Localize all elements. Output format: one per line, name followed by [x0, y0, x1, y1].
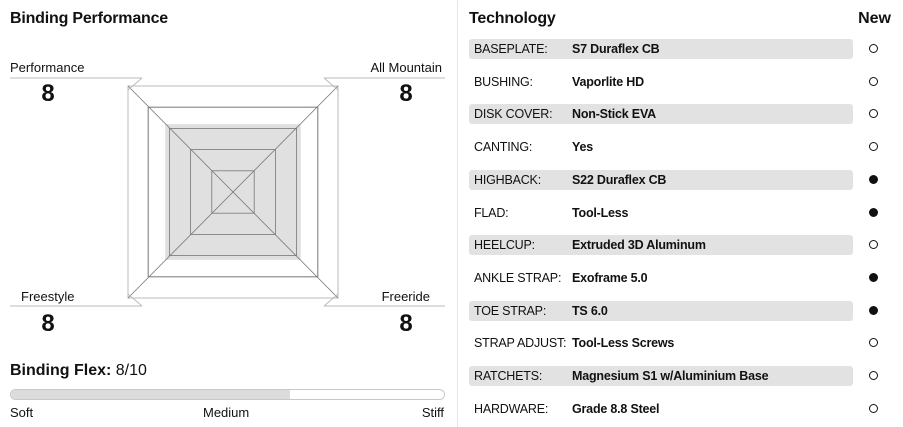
- tech-spec-value: Extruded 3D Aluminum: [572, 238, 706, 253]
- tech-spec-row: TOE STRAP: TS 6.0: [469, 300, 853, 321]
- tech-spec-value: Exoframe 5.0: [572, 270, 648, 285]
- radar-grid-ring: [168, 127, 297, 256]
- leader-join: [323, 77, 339, 91]
- leader-join: [127, 77, 143, 91]
- tech-spec-row: STRAP ADJUST: Tool-Less Screws: [469, 333, 853, 353]
- binding-flex-label: Binding Flex:: [10, 362, 112, 379]
- tech-spec-key: CANTING:: [474, 140, 533, 155]
- technology-panel: Technology New BASEPLATE: S7 Duraflex CB B…: [459, 0, 903, 427]
- tech-spec-key: FLAD:: [474, 205, 509, 220]
- axis-label-performance: Performance: [10, 60, 85, 75]
- new-indicator-filled-icon: [869, 272, 878, 282]
- tech-spec-key: RATCHETS:: [474, 369, 543, 383]
- new-indicator-filled-icon: [869, 174, 878, 184]
- tech-spec-row: RATCHETS: Magnesium S1 w/Aluminium Base: [469, 366, 853, 386]
- flex-tick-medium: Medium: [203, 405, 250, 420]
- axis-label-freestyle: Freestyle: [21, 289, 75, 304]
- tech-spec-key: STRAP ADJUST:: [474, 336, 567, 351]
- tech-spec-key: HIGHBACK:: [474, 172, 541, 187]
- new-indicator-empty-icon: [869, 240, 878, 250]
- new-indicator-filled-icon: [869, 207, 878, 217]
- binding-flex-bar-fill: [11, 390, 290, 399]
- tech-spec-value: Yes: [572, 140, 593, 155]
- binding-flex-value: 8/10: [115, 362, 147, 379]
- new-indicator-empty-icon: [869, 403, 878, 413]
- tech-spec-key: BUSHING:: [474, 74, 533, 89]
- tech-spec-value: Vaporlite HD: [572, 74, 644, 89]
- new-indicator-empty-icon: [869, 44, 878, 53]
- tech-spec-row: ANKLE STRAP: Exoframe 5.0: [469, 268, 853, 288]
- new-indicator-empty-icon: [869, 76, 878, 86]
- radar-grid-ring: [211, 170, 255, 214]
- leader-join: [323, 293, 339, 307]
- technology-title: Technology: [469, 10, 556, 27]
- radar-grid-ring: [147, 106, 319, 278]
- tech-spec-row: CANTING: Yes: [469, 137, 853, 157]
- binding-flex-readout: Binding Flex: 8/10: [10, 362, 147, 380]
- radar-grid-ring: [190, 149, 276, 235]
- binding-performance-panel: Binding Performance Performance 8 All Mo…: [10, 0, 458, 427]
- new-indicator-filled-icon: [869, 305, 878, 315]
- flex-tick-stiff: Stiff: [421, 405, 444, 420]
- tech-spec-row: FLAD: Tool-Less: [469, 203, 853, 223]
- new-indicator-empty-icon: [869, 371, 878, 380]
- tech-spec-row: HEELCUP: Extruded 3D Aluminum: [469, 235, 853, 256]
- axis-value-performance: 8: [41, 80, 55, 107]
- tech-spec-key: TOE STRAP:: [474, 303, 547, 318]
- binding-flex-bar: [10, 389, 445, 400]
- tech-spec-value: Magnesium S1 w/Aluminium Base: [572, 369, 769, 383]
- tech-spec-value: Non-Stick EVA: [572, 107, 656, 122]
- tech-spec-key: HARDWARE:: [474, 401, 549, 416]
- tech-spec-row: DISK COVER: Non-Stick EVA: [469, 104, 853, 125]
- radar-axis-diagonal: [127, 85, 339, 299]
- new-indicator-empty-icon: [869, 338, 878, 348]
- new-indicator-empty-icon: [869, 142, 878, 152]
- performance-radar-chart: [10, 77, 445, 307]
- tech-spec-row: BASEPLATE: S7 Duraflex CB: [469, 39, 853, 59]
- flex-tick-soft: Soft: [10, 405, 34, 420]
- tech-spec-key: DISK COVER:: [474, 107, 553, 122]
- axis-value-all-mountain: 8: [399, 80, 413, 107]
- tech-spec-row: BUSHING: Vaporlite HD: [469, 72, 853, 92]
- axis-value-freestyle: 8: [41, 310, 55, 337]
- tech-spec-value: Grade 8.8 Steel: [572, 401, 660, 416]
- tech-spec-value: Tool-Less: [572, 205, 629, 220]
- binding-performance-title: Binding Performance: [10, 10, 169, 27]
- tech-spec-value: Tool-Less Screws: [572, 336, 675, 351]
- tech-spec-row: HARDWARE: Grade 8.8 Steel: [469, 399, 853, 419]
- tech-spec-key: HEELCUP:: [474, 238, 535, 253]
- new-column-header: New: [858, 10, 891, 27]
- tech-spec-key: BASEPLATE:: [474, 42, 548, 56]
- tech-spec-value: TS 6.0: [572, 303, 608, 318]
- axis-label-all-mountain: All Mountain: [370, 60, 442, 75]
- tech-spec-key: ANKLE STRAP:: [474, 270, 562, 285]
- axis-label-freeride: Freeride: [381, 289, 430, 304]
- tech-spec-value: S7 Duraflex CB: [572, 42, 660, 56]
- tech-spec-value: S22 Duraflex CB: [572, 172, 667, 187]
- new-indicator-empty-icon: [869, 109, 878, 119]
- tech-spec-row: HIGHBACK: S22 Duraflex CB: [469, 169, 853, 190]
- leader-join: [127, 293, 143, 307]
- axis-value-freeride: 8: [399, 310, 413, 337]
